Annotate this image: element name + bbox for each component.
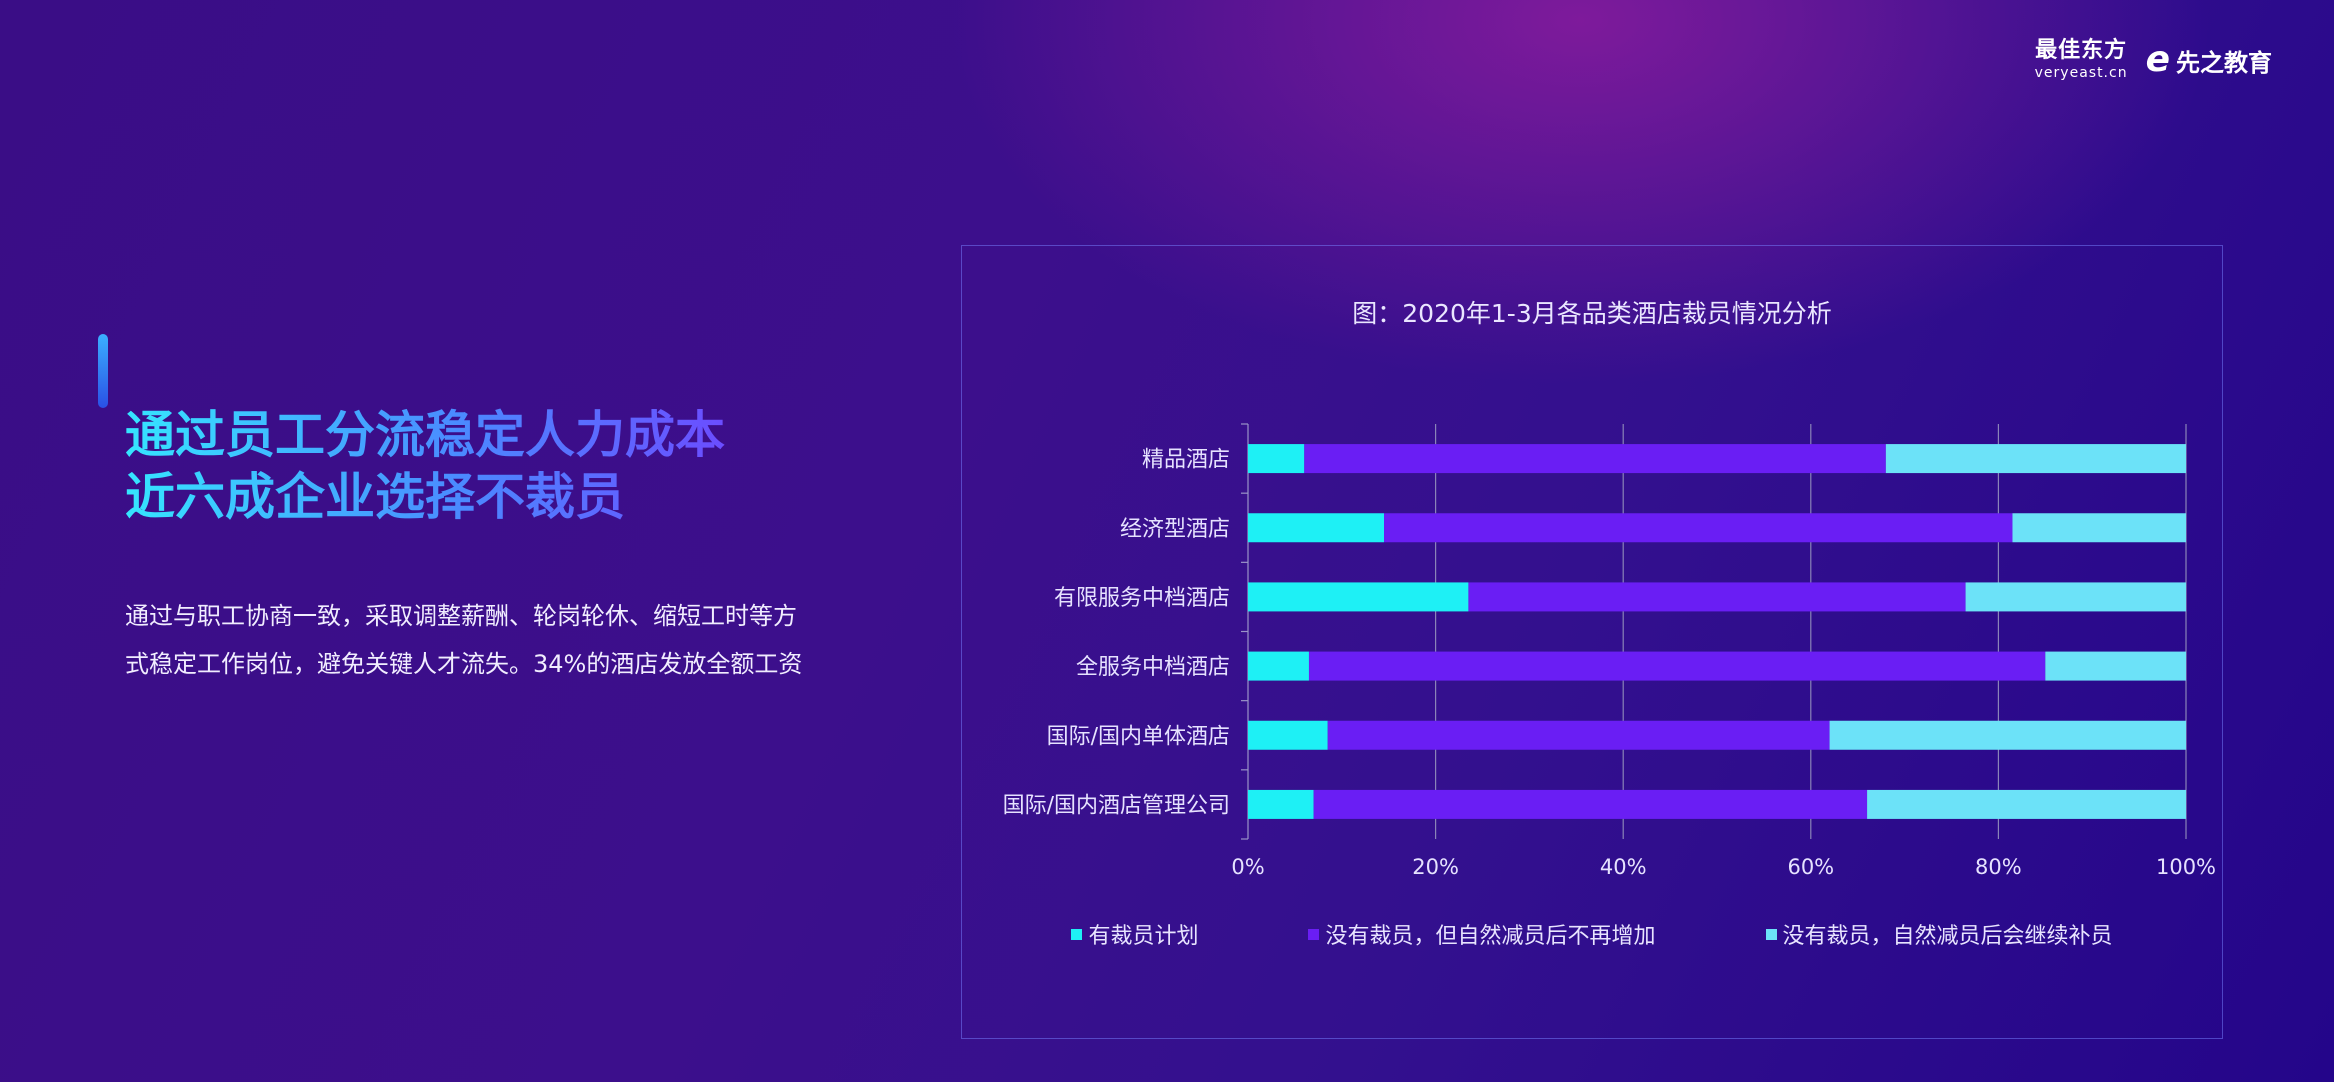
bar-segment-series-2 (1327, 720, 1830, 750)
headline: 通过员工分流稳定人力成本 近六成企业选择不裁员 (125, 404, 725, 528)
bar-segment-series-1 (1248, 651, 1309, 681)
veryeast-logo-en: veryeast.cn (2034, 65, 2128, 81)
bar-segment-series-2 (1304, 444, 1886, 474)
y-tick-label: 国际/国内单体酒店 (1047, 724, 1230, 749)
bar-segment-series-2 (1384, 513, 2013, 543)
bar-segment-series-1 (1248, 582, 1469, 612)
legend-label: 没有裁员，但自然减员后不再增加 (1325, 924, 1656, 949)
headline-line-2: 近六成企业选择不裁员 (125, 468, 625, 526)
xianzhi-logo-mark: e (2145, 39, 2170, 80)
legend-item: 没有裁员，但自然减员后不再增加 (1308, 918, 1656, 950)
brand-logos: 最佳东方 veryeast.cn e 先之教育 (2034, 38, 2272, 81)
y-tick-label: 有限服务中档酒店 (1054, 586, 1230, 611)
bar-segment-series-1 (1248, 444, 1305, 474)
y-tick-label: 精品酒店 (1142, 448, 1230, 473)
x-tick-label: 80% (1975, 855, 2022, 879)
body-line-1: 通过与职工协商一致，采取调整薪酬、轮岗轮休、缩短工时等方 (125, 602, 797, 630)
bar-segment-series-2 (1313, 789, 1868, 819)
bar-segment-series-1 (1248, 513, 1385, 543)
bar-segment-series-3 (2012, 513, 2186, 543)
xianzhi-logo-text: 先之教育 (2176, 48, 2272, 77)
legend-label: 没有裁员，自然减员后会继续补员 (1782, 924, 2113, 949)
veryeast-logo: 最佳东方 veryeast.cn (2034, 38, 2128, 81)
veryeast-logo-cn: 最佳东方 (2035, 38, 2128, 63)
chart-title: 图：2020年1-3月各品类酒店裁员情况分析 (1352, 299, 1832, 328)
body-line-2: 式稳定工作岗位，避免关键人才流失。34%的酒店发放全额工资 (125, 650, 803, 678)
bar-segment-series-3 (1829, 720, 2186, 750)
headline-line-1: 通过员工分流稳定人力成本 (125, 406, 725, 464)
legend-label: 有裁员计划 (1088, 924, 1199, 949)
y-tick-label: 国际/国内酒店管理公司 (1003, 793, 1230, 818)
x-tick-label: 0% (1231, 855, 1264, 879)
chart-legend: 有裁员计划 没有裁员，但自然减员后不再增加 没有裁员，自然减员后会继续补员 (962, 918, 2222, 950)
legend-item: 有裁员计划 (1071, 918, 1198, 950)
y-tick-label: 经济型酒店 (1120, 517, 1230, 542)
bar-segment-series-1 (1248, 789, 1314, 819)
x-tick-label: 60% (1787, 855, 1834, 879)
x-tick-label: 20% (1412, 855, 1459, 879)
bar-segment-series-3 (2045, 651, 2186, 681)
bar-segment-series-1 (1248, 720, 1328, 750)
bar-segment-series-2 (1308, 651, 2046, 681)
headline-accent-bar (98, 334, 108, 408)
x-tick-label: 100% (2156, 855, 2216, 879)
bar-segment-series-3 (1867, 789, 2186, 819)
xianzhi-logo: e 先之教育 (2146, 42, 2272, 78)
chart-panel: 图：2020年1-3月各品类酒店裁员情况分析 精品酒店经济型酒店有限服务中档酒店… (961, 245, 2223, 1039)
bar-segment-series-2 (1468, 582, 1966, 612)
bar-segment-series-3 (1885, 444, 2186, 474)
stacked-bar-chart: 精品酒店经济型酒店有限服务中档酒店全服务中档酒店国际/国内单体酒店国际/国内酒店… (1003, 423, 2216, 879)
legend-swatch (1308, 928, 1320, 940)
body-paragraph: 通过与职工协商一致，采取调整薪酬、轮岗轮休、缩短工时等方 式稳定工作岗位，避免关… (125, 592, 925, 688)
y-tick-label: 全服务中档酒店 (1076, 655, 1230, 680)
legend-swatch (1071, 928, 1083, 940)
bar-segment-series-3 (1965, 582, 2186, 612)
x-tick-label: 40% (1600, 855, 1647, 879)
legend-swatch (1765, 928, 1777, 940)
legend-item: 没有裁员，自然减员后会继续补员 (1765, 918, 2113, 950)
